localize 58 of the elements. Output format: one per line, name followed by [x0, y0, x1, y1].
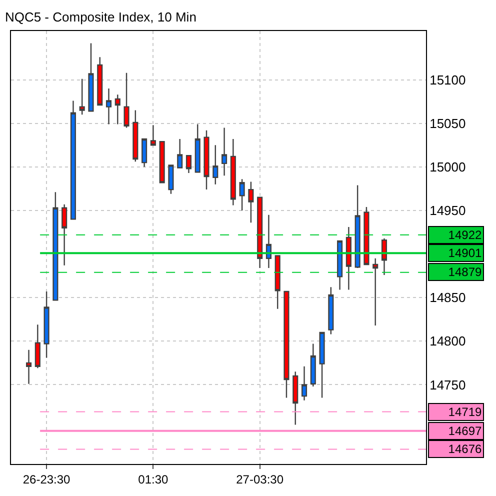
x-tick-label: 01:30: [138, 472, 169, 486]
candlestick: [150, 124, 156, 146]
candlestick: [337, 240, 343, 290]
ref-line-label: 14922: [448, 228, 482, 242]
candlestick: [88, 42, 94, 112]
ref-line-label: 14901: [448, 246, 482, 260]
y-tick-label: 15100: [430, 72, 466, 88]
ref-line-label: 14676: [448, 442, 482, 456]
candlestick: [106, 88, 112, 125]
candlestick: [354, 184, 360, 269]
candlestick: [239, 178, 245, 212]
candlestick: [222, 127, 228, 176]
y-tick-label: 14750: [430, 377, 466, 392]
candlestick: [168, 164, 174, 195]
candlestick: [159, 141, 165, 184]
candlestick: [284, 290, 290, 398]
candlestick: [328, 286, 334, 335]
candlestick: [52, 192, 58, 301]
y-tick-label: 15050: [430, 116, 466, 131]
candlestick: [346, 226, 352, 290]
candlestick: [292, 371, 298, 426]
candlestick: [212, 144, 218, 185]
y-tick-label: 14850: [430, 290, 466, 306]
candlestick: [132, 110, 138, 162]
candlestick: [319, 332, 325, 398]
candlestick: [142, 138, 148, 168]
ref-line-label: 14697: [448, 424, 482, 438]
candlestick: [274, 255, 280, 310]
candlestick: [70, 100, 76, 220]
candlestick: [364, 206, 370, 266]
candlestick: [301, 366, 308, 401]
candlestick: [97, 56, 103, 106]
x-tick-label: 27-03:30: [236, 472, 284, 486]
candlestick: [62, 204, 68, 266]
candlestick: [248, 181, 254, 224]
candlestick: [372, 258, 378, 326]
candlestick: [79, 78, 85, 116]
candlestick: [230, 138, 236, 206]
y-tick-label: 14800: [430, 334, 466, 349]
candlestick: [194, 124, 200, 173]
ref-line-label: 14879: [448, 265, 482, 279]
candlestick: [44, 290, 50, 358]
candlestick: [26, 349, 32, 384]
candlestick: [177, 138, 183, 168]
candlestick: [186, 154, 192, 174]
candlestick: [310, 343, 316, 388]
chart-title: NQC5 - Composite Index, 10 Min: [4, 10, 196, 24]
candlestick: [34, 324, 40, 369]
candlestick: [124, 72, 130, 128]
candlestick: [257, 196, 263, 269]
ref-line-label: 14719: [448, 405, 482, 419]
candlestick: [381, 238, 388, 276]
candlestick: [266, 214, 272, 269]
candlestick: [114, 94, 120, 125]
y-tick-label: 15000: [430, 159, 466, 174]
y-tick-label: 14950: [430, 203, 466, 218]
candlestick: [204, 130, 210, 190]
x-tick-label: 26-23:30: [22, 472, 71, 486]
